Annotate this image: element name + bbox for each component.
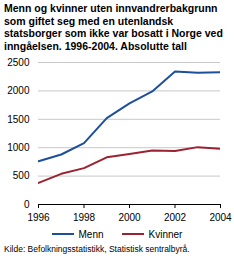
svg-text:2000: 2000: [7, 85, 30, 96]
svg-text:1996: 1996: [27, 212, 50, 223]
svg-text:2500: 2500: [7, 57, 30, 68]
svg-text:500: 500: [13, 170, 30, 181]
svg-text:2002: 2002: [164, 212, 187, 223]
html-text:Menn: Menn: [78, 228, 104, 240]
html-text:Kilde: Befolkningsstatistikk,: Kilde: Befolkningsstatistikk, Statistisk…: [4, 244, 190, 254]
svg-text:1998: 1998: [73, 212, 96, 223]
svg-text:0: 0: [24, 199, 30, 210]
svg-text:1500: 1500: [7, 114, 30, 125]
html-text:Kvinner: Kvinner: [148, 228, 183, 240]
html-text:Menn og kvinner uten innvandre: Menn og kvinner uten innvandrerbakgrunn …: [4, 2, 223, 52]
svg-text:2004: 2004: [209, 212, 232, 223]
svg-text:1000: 1000: [7, 142, 30, 153]
svg-text:2000: 2000: [118, 212, 141, 223]
